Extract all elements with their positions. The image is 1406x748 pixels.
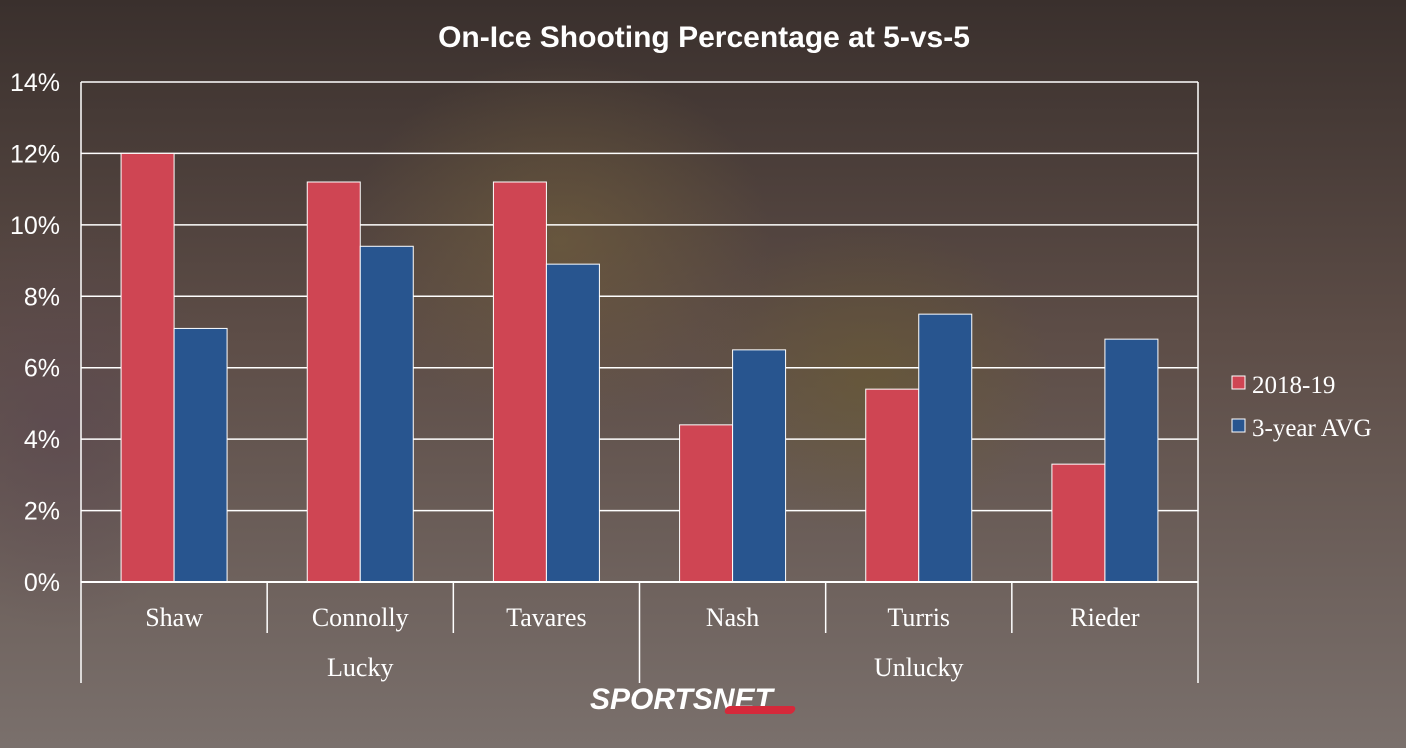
x-tick-label: Connolly: [312, 603, 409, 632]
legend-swatch: [1231, 375, 1246, 390]
bar-connolly-season: [306, 181, 361, 583]
x-tick-label: Tavares: [506, 603, 586, 632]
y-tick-label: 10%: [10, 212, 60, 240]
bar-rieder-season: [1051, 463, 1106, 583]
bar-nash-season: [679, 424, 734, 583]
x-tick-label: Rieder: [1070, 603, 1140, 632]
bar-tavares-avg: [545, 263, 600, 583]
bar-turris-avg: [918, 313, 973, 583]
y-tick-label: 12%: [10, 140, 60, 168]
legend-label: 2018-19: [1252, 372, 1335, 399]
bar-rieder-avg: [1104, 338, 1159, 583]
legend: 2018-19 3-year AVG: [1231, 372, 1372, 442]
bar-tavares-season: [492, 181, 547, 583]
x-axis: Shaw Connolly Tavares Nash Turris Rieder Lucky…: [80, 581, 1199, 683]
bar-connolly-avg: [359, 245, 414, 583]
y-tick-label: 14%: [10, 69, 60, 97]
bar-shaw-season: [120, 152, 175, 583]
chart-title: On-Ice Shooting Percentage at 5-vs-5: [438, 21, 970, 54]
sportsnet-logo-swoosh: [723, 706, 797, 714]
x-tick-label: Turris: [887, 603, 950, 632]
group-label: Unlucky: [874, 653, 964, 682]
x-tick-label: Shaw: [145, 603, 203, 632]
y-tick-label: 4%: [24, 426, 60, 454]
bar-nash-avg: [732, 349, 787, 583]
y-tick-label: 0%: [24, 569, 60, 597]
legend-label: 3-year AVG: [1252, 415, 1372, 442]
bar-shaw-avg: [173, 327, 228, 583]
y-tick-label: 6%: [24, 355, 60, 383]
legend-swatch: [1231, 418, 1246, 433]
y-tick-label: 8%: [24, 283, 60, 311]
bar-turris-season: [865, 388, 920, 583]
gridlines: [80, 81, 1199, 583]
y-axis: 0% 2% 4% 6% 8% 10% 12% 14%: [10, 69, 60, 597]
y-tick-label: 2%: [24, 498, 60, 526]
group-label: Lucky: [327, 653, 393, 682]
x-tick-label: Nash: [706, 603, 759, 632]
bars: [120, 152, 1159, 583]
